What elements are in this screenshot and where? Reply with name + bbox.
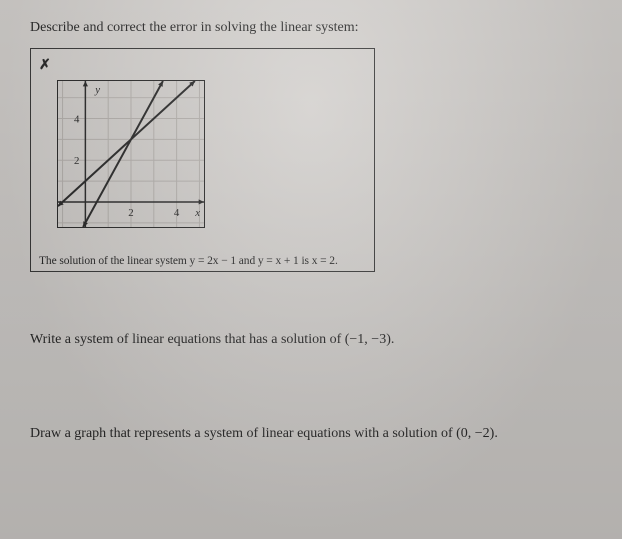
svg-text:4: 4: [174, 207, 180, 219]
q3-prompt: Draw a graph that represents a system of…: [30, 426, 592, 442]
svg-text:2: 2: [74, 155, 79, 167]
graph-container: 2 4 2 4 y x: [57, 80, 366, 233]
solution-statement: The solution of the linear system y = 2x…: [39, 255, 366, 267]
problem-box: ✗ 2 4 2 4 y x The solution of the linear syst…: [30, 48, 375, 272]
error-x-mark: ✗: [39, 57, 366, 74]
svg-text:y: y: [94, 84, 100, 96]
svg-text:2: 2: [128, 207, 133, 219]
q2-prompt: Write a system of linear equations that …: [30, 332, 592, 348]
svg-text:x: x: [194, 207, 200, 219]
svg-text:4: 4: [74, 113, 80, 125]
linear-system-graph: 2 4 2 4 y x: [57, 80, 205, 228]
q1-prompt: Describe and correct the error in solvin…: [30, 20, 592, 36]
